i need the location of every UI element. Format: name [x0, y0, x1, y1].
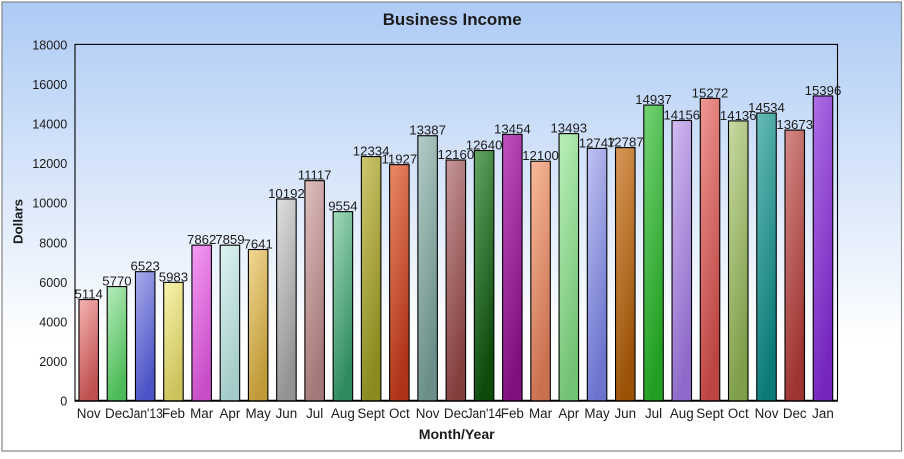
svg-text:Sept: Sept — [696, 406, 724, 421]
svg-text:8000: 8000 — [39, 236, 67, 250]
svg-text:6523: 6523 — [131, 259, 160, 274]
svg-text:0: 0 — [60, 395, 67, 409]
svg-text:Mar: Mar — [190, 406, 214, 421]
svg-text:Month/Year: Month/Year — [419, 426, 495, 442]
svg-text:7859: 7859 — [215, 232, 244, 247]
svg-text:Aug: Aug — [670, 406, 694, 421]
svg-text:13387: 13387 — [409, 123, 446, 138]
svg-text:11927: 11927 — [382, 152, 418, 167]
svg-text:5983: 5983 — [159, 269, 188, 284]
svg-text:Dec: Dec — [783, 406, 807, 421]
svg-text:12000: 12000 — [32, 157, 67, 171]
svg-text:18000: 18000 — [32, 38, 67, 52]
svg-text:12787: 12787 — [607, 135, 644, 150]
svg-text:5114: 5114 — [75, 287, 103, 302]
svg-text:Aug: Aug — [331, 406, 355, 421]
svg-text:Jul: Jul — [306, 406, 323, 421]
svg-text:10000: 10000 — [32, 197, 67, 211]
svg-text:7862: 7862 — [187, 232, 216, 247]
svg-text:7641: 7641 — [243, 237, 272, 252]
svg-text:Business Income: Business Income — [383, 10, 522, 29]
svg-text:May: May — [584, 406, 610, 421]
svg-text:Jan: Jan — [812, 406, 834, 421]
svg-text:15396: 15396 — [805, 83, 842, 98]
svg-text:Jul: Jul — [645, 406, 662, 421]
svg-text:12640: 12640 — [466, 138, 503, 153]
svg-text:16000: 16000 — [32, 78, 67, 92]
svg-text:11117: 11117 — [298, 168, 332, 183]
svg-text:Feb: Feb — [501, 406, 524, 421]
svg-text:13454: 13454 — [494, 121, 531, 136]
svg-text:Nov: Nov — [77, 406, 101, 421]
svg-text:Jan'13: Jan'13 — [128, 406, 163, 421]
svg-text:6000: 6000 — [39, 276, 67, 290]
svg-text:Dollars: Dollars — [11, 199, 26, 244]
svg-text:Jun: Jun — [276, 406, 298, 421]
svg-text:Apr: Apr — [219, 406, 240, 421]
svg-text:14136: 14136 — [720, 108, 757, 123]
svg-text:Jun: Jun — [614, 406, 636, 421]
svg-text:Nov: Nov — [416, 406, 440, 421]
svg-text:12334: 12334 — [353, 144, 390, 159]
svg-text:Dec: Dec — [105, 406, 129, 421]
svg-text:Nov: Nov — [755, 406, 779, 421]
svg-text:Jan'14: Jan'14 — [466, 406, 502, 421]
svg-text:15272: 15272 — [692, 85, 729, 100]
svg-text:5770: 5770 — [102, 274, 131, 289]
svg-text:13493: 13493 — [550, 121, 587, 136]
svg-text:13673: 13673 — [776, 117, 813, 132]
svg-text:14937: 14937 — [635, 92, 672, 107]
svg-text:2000: 2000 — [39, 355, 67, 369]
svg-text:4000: 4000 — [39, 316, 67, 330]
svg-text:Mar: Mar — [529, 406, 553, 421]
svg-text:Apr: Apr — [558, 406, 579, 421]
svg-text:Feb: Feb — [162, 406, 185, 421]
svg-text:Oct: Oct — [728, 406, 749, 421]
svg-text:9554: 9554 — [328, 199, 357, 214]
svg-text:14156: 14156 — [663, 108, 700, 123]
svg-text:Dec: Dec — [444, 406, 468, 421]
svg-text:12160: 12160 — [438, 147, 475, 162]
svg-text:12747: 12747 — [579, 135, 616, 150]
svg-text:May: May — [246, 406, 272, 421]
svg-text:14534: 14534 — [748, 100, 785, 115]
svg-text:10192: 10192 — [268, 186, 305, 201]
svg-text:14000: 14000 — [32, 118, 67, 132]
svg-text:Sept: Sept — [357, 406, 385, 421]
svg-text:12100: 12100 — [522, 148, 559, 163]
svg-text:Oct: Oct — [389, 406, 410, 421]
